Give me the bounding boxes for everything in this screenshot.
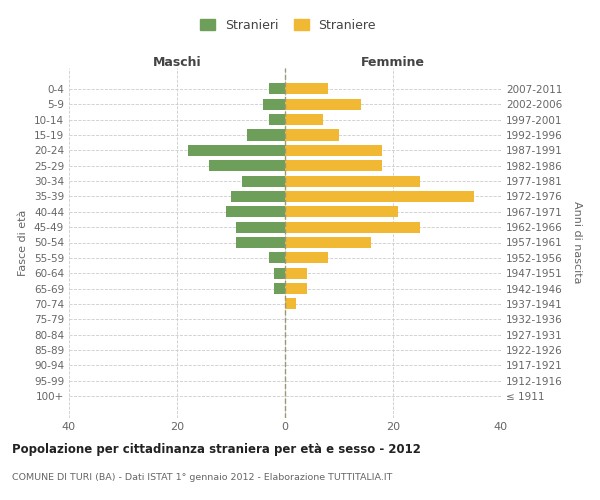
- Bar: [231, 191, 285, 202]
- Bar: [285, 114, 323, 125]
- Bar: [269, 114, 285, 125]
- Bar: [236, 222, 285, 232]
- Bar: [285, 222, 420, 232]
- Text: Popolazione per cittadinanza straniera per età e sesso - 2012: Popolazione per cittadinanza straniera p…: [12, 442, 421, 456]
- Bar: [285, 268, 307, 278]
- Text: Femmine: Femmine: [361, 56, 425, 69]
- Text: Maschi: Maschi: [152, 56, 202, 69]
- Bar: [285, 99, 361, 110]
- Bar: [274, 283, 285, 294]
- Y-axis label: Fasce di età: Fasce di età: [19, 210, 28, 276]
- Bar: [285, 206, 398, 218]
- Bar: [188, 145, 285, 156]
- Bar: [285, 130, 339, 140]
- Bar: [263, 99, 285, 110]
- Bar: [247, 130, 285, 140]
- Bar: [285, 145, 382, 156]
- Bar: [285, 191, 474, 202]
- Bar: [285, 160, 382, 171]
- Bar: [269, 84, 285, 94]
- Bar: [226, 206, 285, 218]
- Bar: [285, 298, 296, 310]
- Y-axis label: Anni di nascita: Anni di nascita: [572, 201, 582, 283]
- Bar: [242, 176, 285, 186]
- Legend: Stranieri, Straniere: Stranieri, Straniere: [195, 14, 381, 37]
- Bar: [209, 160, 285, 171]
- Bar: [274, 268, 285, 278]
- Bar: [236, 237, 285, 248]
- Bar: [285, 84, 328, 94]
- Bar: [285, 252, 328, 264]
- Bar: [285, 283, 307, 294]
- Bar: [285, 176, 420, 186]
- Bar: [269, 252, 285, 264]
- Bar: [285, 237, 371, 248]
- Text: COMUNE DI TURI (BA) - Dati ISTAT 1° gennaio 2012 - Elaborazione TUTTITALIA.IT: COMUNE DI TURI (BA) - Dati ISTAT 1° genn…: [12, 473, 392, 482]
